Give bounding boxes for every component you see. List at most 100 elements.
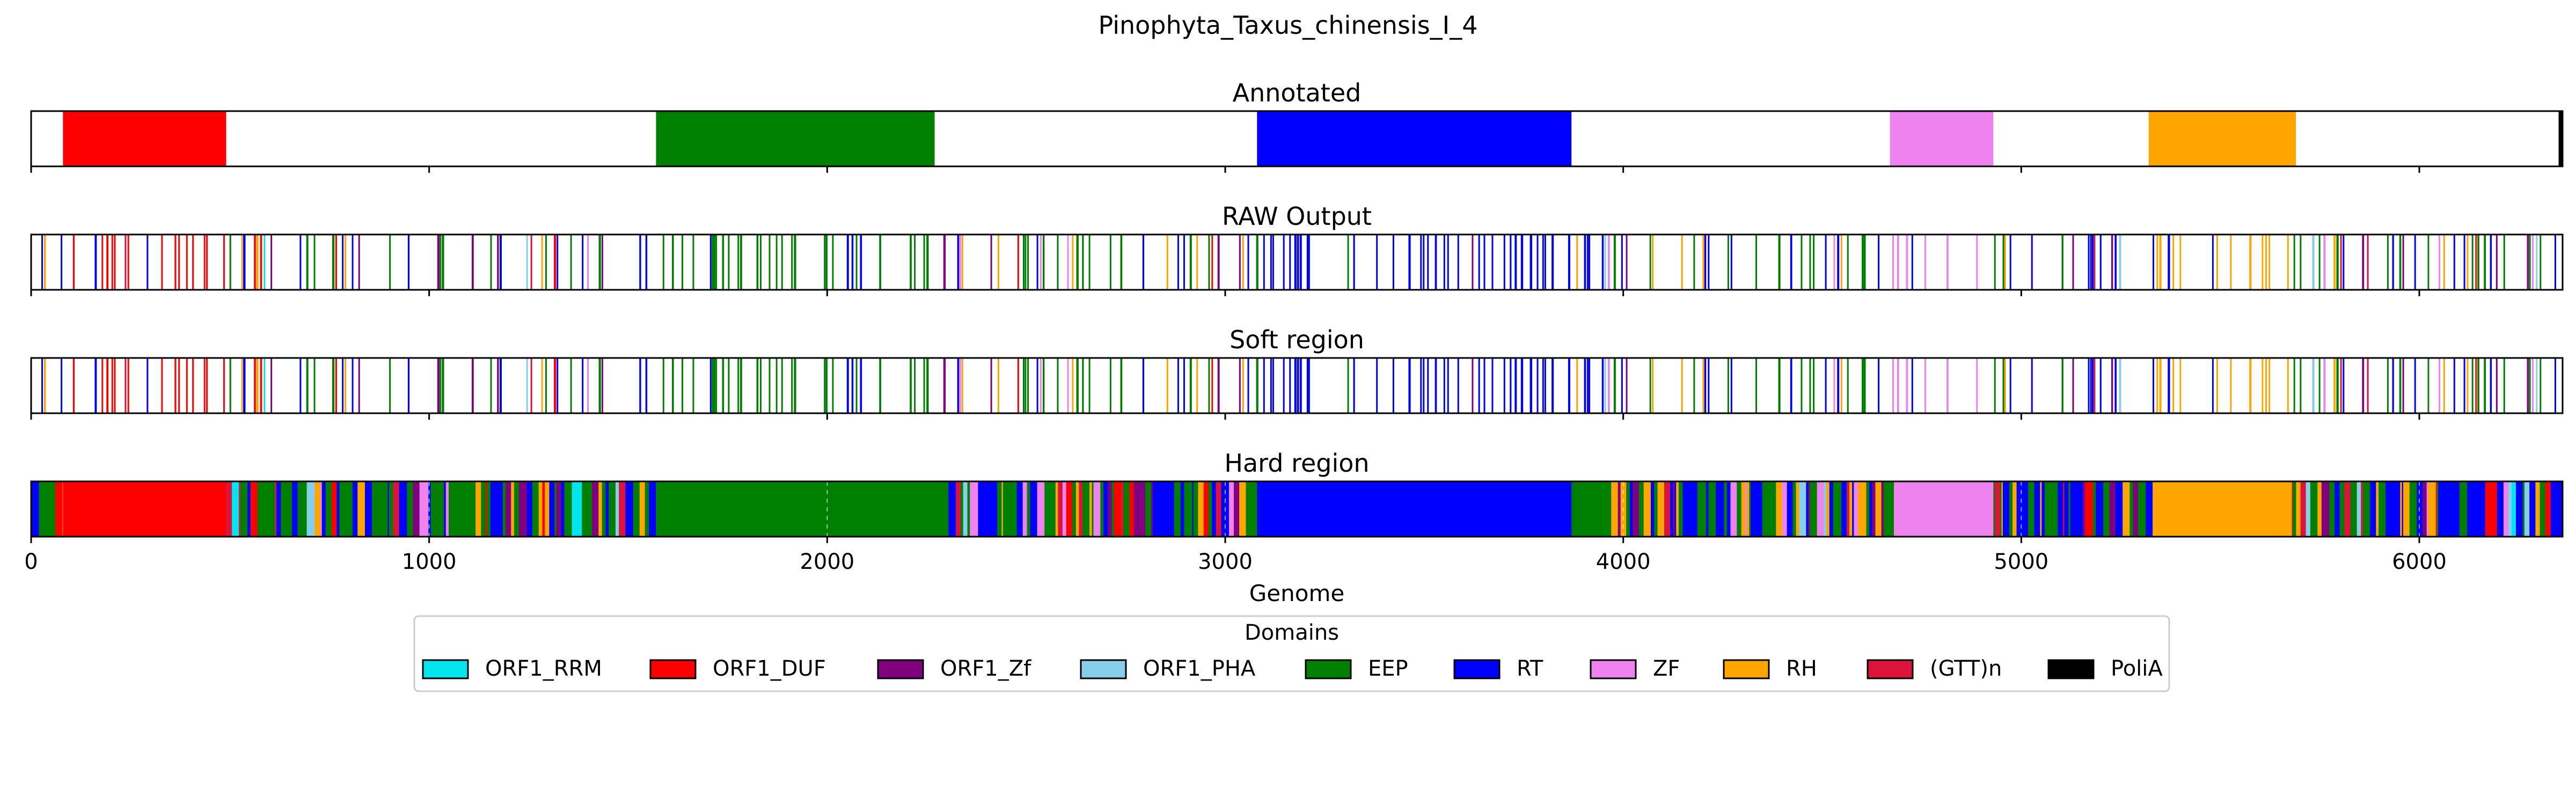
x-tick-label: 1000 [402, 550, 457, 574]
stripe-RH [541, 358, 543, 413]
stripe-EEP [1082, 235, 1084, 290]
stripe-(GTT)n [619, 481, 626, 537]
stripe-EEP [825, 358, 828, 413]
stripe-ORF1_DUF [114, 358, 116, 413]
stripe-ORF1_DUF [2063, 481, 2065, 537]
stripe-ORF1_Zf [437, 235, 440, 290]
stripe-RT [1306, 235, 1308, 290]
stripe-RH [1196, 235, 1198, 290]
stripe-EEP [775, 358, 778, 413]
stripe-EEP [1002, 481, 1009, 537]
stripe-RT [1674, 481, 1677, 537]
stripe-EEP [440, 358, 442, 413]
stripe-RT [1160, 481, 1166, 537]
stripe-RT [1478, 235, 1480, 290]
stripe-(GTT)n [2367, 235, 2369, 290]
track-title: RAW Output [1222, 202, 1372, 231]
stripe-(GTT)n [2367, 358, 2369, 413]
stripe-EEP [671, 235, 674, 290]
stripe-RT [2554, 235, 2556, 290]
stripe-EEP [855, 358, 858, 413]
stripe-RH [1611, 481, 1619, 537]
x-tick-label: 4000 [1596, 550, 1651, 574]
stripe-(GTT)n [1079, 481, 1083, 537]
stripe-RH [997, 235, 999, 290]
stripe-ORF1_DUF [206, 358, 208, 413]
stripe-EEP [1120, 358, 1123, 413]
stripe-(GTT)n [239, 481, 241, 537]
stripe-RH [2268, 235, 2271, 290]
stripe-EEP [1654, 481, 1658, 537]
stripe-ORF1_Zf [1618, 481, 1621, 537]
stripe-EEP [926, 358, 929, 413]
stripe-ORF1_PHA [2508, 481, 2512, 537]
stripe-ORF1_Zf [2072, 235, 2074, 290]
stripe-(GTT)n [224, 481, 232, 537]
stripe-RT [94, 235, 97, 290]
stripe-EEP [267, 481, 275, 537]
stripe-RT [1751, 481, 1755, 537]
stripe-RT [625, 481, 634, 537]
stripe-(GTT)n [2340, 235, 2342, 290]
stripe-EEP [407, 481, 413, 537]
stripe-ZF [2503, 481, 2509, 537]
stripe-(GTT)n [2094, 235, 2096, 290]
stripe-ZF [1040, 358, 1042, 413]
stripe-ORF1_DUF [206, 235, 208, 290]
legend-label: (GTT)n [1930, 656, 2002, 681]
stripe-EEP [373, 481, 378, 537]
legend-label: ZF [1653, 656, 1680, 681]
stripe-RH [475, 481, 481, 537]
stripe-ORF1_Zf [2072, 358, 2074, 413]
stripe-EEP [2459, 481, 2464, 537]
stripe-RH [2040, 481, 2042, 537]
stripe-ORF1_DUF [2475, 235, 2477, 290]
stripe-ORF1_Zf [1872, 481, 1876, 537]
stripe-RT [2034, 481, 2040, 537]
stripe-RT [2058, 481, 2063, 537]
stripe-EEP [1347, 235, 1349, 290]
stripe-RT [2016, 481, 2024, 537]
legend-entry: RT [1453, 656, 1543, 681]
stripe-RT [2031, 235, 2033, 290]
stripe-RT [2334, 481, 2340, 537]
stripe-RT [1408, 235, 1411, 290]
stripe-ORF1_RRM [575, 481, 582, 537]
stripe-RT [2463, 235, 2465, 290]
stripe-EEP [1792, 481, 1797, 537]
stripe-EEP [1727, 235, 1729, 290]
stripe-EEP [1193, 481, 1197, 537]
stripe-EEP [1697, 481, 1700, 537]
stripe-(GTT)n [125, 235, 127, 290]
stripe-ORF1_DUF [174, 235, 177, 290]
stripe-EEP [967, 481, 970, 537]
stripe-RT [1601, 358, 1604, 413]
stripe-EEP [455, 481, 461, 537]
stripe-RT [948, 481, 956, 537]
stripe-EEP [712, 235, 714, 290]
stripe-RH [1840, 235, 1842, 290]
stripe-RH [1746, 481, 1750, 537]
stripe-RT [1152, 481, 1161, 537]
stripe-EEP [2052, 481, 2058, 537]
track-0: Annotated [30, 78, 2564, 173]
stripe-RT [1308, 235, 1310, 290]
stripe-RH [1072, 235, 1074, 290]
stripe-RT [2075, 481, 2083, 537]
track-2: Soft region [30, 325, 2564, 420]
stripe-EEP [460, 481, 466, 537]
stripe-RT [978, 481, 981, 537]
stripe-EEP [257, 481, 264, 537]
stripe-EEP [1613, 235, 1616, 290]
stripe-ZF [1897, 235, 1899, 290]
stripe-ORF1_Zf [413, 481, 416, 537]
stripe-RT [1586, 358, 1589, 413]
stripe-EEP [2437, 481, 2439, 537]
stripe-ORF1_RRM [264, 235, 266, 290]
stripe-ORF1_DUF [260, 235, 262, 290]
track-3: Hard region [30, 449, 2564, 543]
stripe-EEP [2293, 481, 2296, 537]
stripe-RT [1212, 481, 1217, 537]
stripe-ORF1_Zf [1239, 358, 1241, 413]
stripe-RT [1911, 235, 1913, 290]
